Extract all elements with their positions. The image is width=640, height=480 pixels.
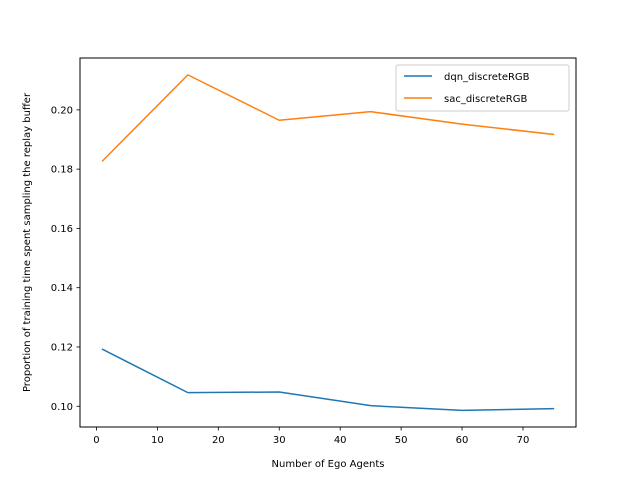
x-tick-label: 70	[517, 435, 530, 446]
y-tick-label: 0.20	[51, 105, 73, 116]
legend-label-sac: sac_discreteRGB	[444, 94, 527, 105]
x-tick-label: 20	[212, 435, 225, 446]
x-tick-label: 50	[395, 435, 408, 446]
plot-area	[79, 57, 577, 428]
x-tick-label: 30	[273, 435, 286, 446]
x-axis-label: Number of Ego Agents	[272, 459, 385, 470]
x-tick-label: 0	[93, 435, 99, 446]
x-tick-label: 40	[334, 435, 347, 446]
y-tick-label: 0.10	[51, 402, 73, 413]
series-line-dqn	[101, 348, 555, 412]
legend-frame	[395, 64, 570, 112]
y-tick-label: 0.12	[51, 342, 73, 353]
y-tick-label: 0.16	[51, 224, 73, 235]
y-axis-label: Proportion of training time spent sampli…	[22, 92, 33, 392]
x-tick-label: 60	[456, 435, 469, 446]
legend-label-dqn: dqn_discreteRGB	[444, 72, 530, 83]
y-tick-label: 0.14	[51, 283, 73, 294]
y-tick-label: 0.18	[51, 165, 73, 176]
x-tick-label: 10	[151, 435, 164, 446]
series-line-sac	[101, 74, 555, 162]
legend: dqn_discreteRGB sac_discreteRGB	[395, 64, 570, 112]
